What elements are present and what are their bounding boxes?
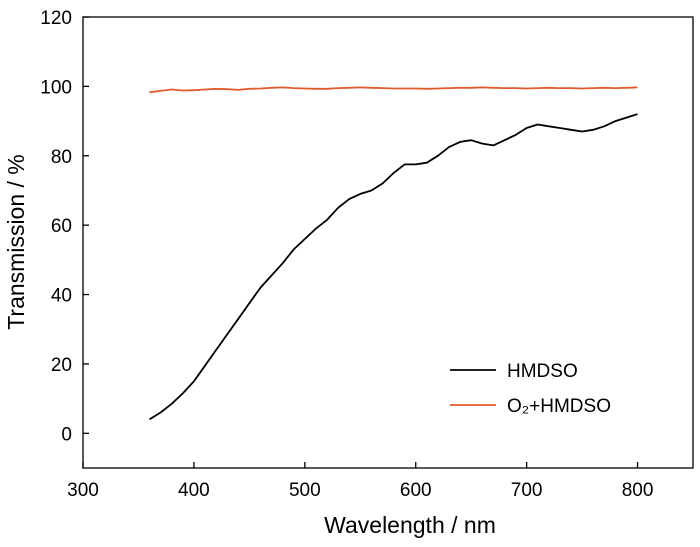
x-tick-label: 300 bbox=[67, 480, 99, 501]
y-tick-label: 0 bbox=[61, 424, 72, 445]
series-line-0 bbox=[149, 113, 638, 421]
y-tick-label: 20 bbox=[51, 355, 72, 376]
x-tick-label: 800 bbox=[622, 480, 654, 501]
x-tick-label: 500 bbox=[289, 480, 321, 501]
plot-frame bbox=[82, 16, 694, 469]
series-lines bbox=[149, 86, 638, 421]
y-tick-label: 60 bbox=[51, 216, 72, 237]
y-tick-label: 40 bbox=[51, 286, 72, 307]
legend-label-o2-hmdso: O₂+HMDSO bbox=[507, 396, 611, 417]
series-line-1 bbox=[149, 86, 638, 94]
axis-ticks: 300 400 500 600 700 800 0 20 40 60 80 100 120 bbox=[40, 8, 653, 501]
x-tick-label: 600 bbox=[400, 480, 432, 501]
y-tick-label: 120 bbox=[40, 8, 72, 29]
y-axis-title: Transmission / % bbox=[3, 154, 29, 330]
y-tick-label: 80 bbox=[51, 147, 72, 168]
y-tick-label: 100 bbox=[40, 77, 72, 98]
x-axis-title: Wavelength / nm bbox=[324, 512, 496, 538]
legend: HMDSO O₂+HMDSO bbox=[450, 361, 611, 417]
x-tick-label: 700 bbox=[511, 480, 543, 501]
legend-label-hmdso: HMDSO bbox=[507, 361, 578, 382]
x-tick-label: 400 bbox=[178, 480, 210, 501]
